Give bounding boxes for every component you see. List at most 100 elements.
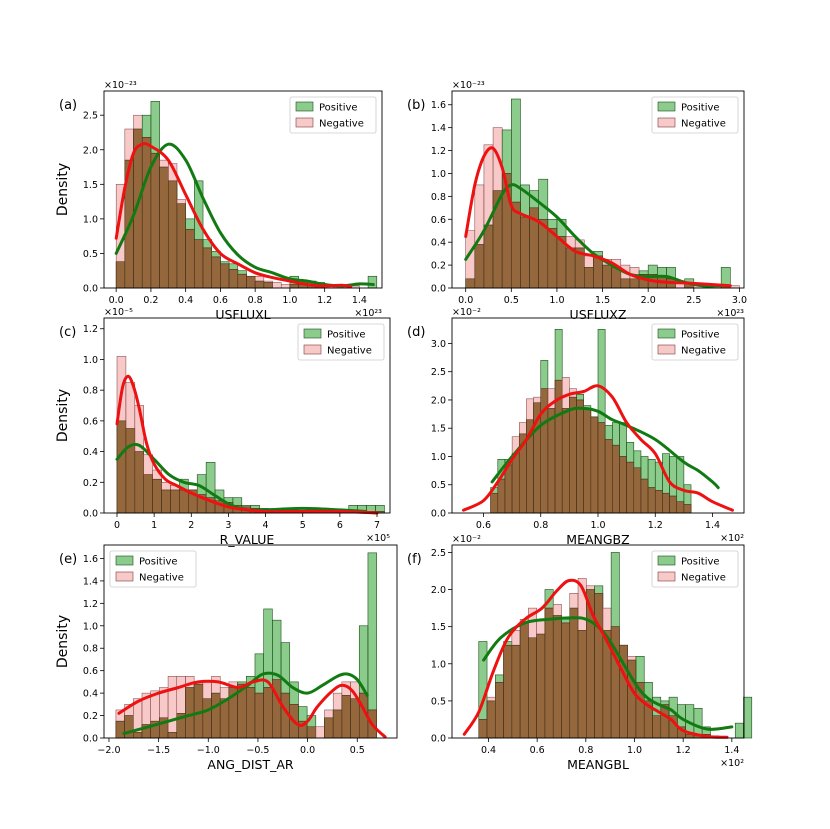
bar-overlap [569,607,579,739]
bar-positive [734,722,744,739]
x-tick-label: 0.8 [578,745,593,756]
bar-overlap [133,732,143,739]
x-tick-label: 1.0 [282,295,297,306]
y-tick-label: 0.2 [83,711,98,722]
x-tick-label: 0.5 [504,295,519,306]
bar-overlap [629,278,640,289]
y-tick-label: 0.8 [431,192,446,203]
y-tick-label: 0.4 [83,447,98,458]
x-tick-label: 1.5 [595,295,610,306]
y-tick-label: 0.0 [431,509,446,520]
bar-overlap [584,267,594,289]
x-exponent: ×10² [720,758,744,769]
bar-overlap [561,622,571,739]
bar-overlap [669,495,677,514]
y-tick-label: 1.0 [431,169,446,180]
bar-overlap [141,137,152,289]
bar-overlap [511,453,520,514]
bar-overlap [626,461,635,514]
y-tick-label: 1.2 [83,599,98,610]
panel-5: 0.4 0.6 0.8 1.0 1.2 1.4 0.0 0.5 1.0 1.5 2.0 2.5 MEAN… [407,534,753,772]
x-axis-label: MEANGBZ [566,532,629,547]
y-tick-label: 1.0 [431,659,446,670]
x-tick-label: 2.5 [686,295,701,306]
bar-negative [280,284,291,289]
bar-overlap [125,428,136,514]
y-exponent: ×10⁻²³ [104,80,137,91]
y-tick-label: 1.0 [431,452,446,463]
y-tick-label: 1.6 [431,100,446,111]
bar-overlap [583,408,592,514]
x-exponent: ×10²³ [354,308,382,319]
bar-overlap [528,637,537,739]
x-tick-label: 1.4 [705,520,720,531]
y-tick-label: 1.5 [431,622,446,633]
y-tick-label: 1.4 [431,123,446,134]
y-tick-label: 0.0 [431,734,446,745]
panel-label: (f) [407,552,422,567]
bar-overlap [662,492,670,514]
bar-negative [272,282,282,289]
bar-overlap [683,504,692,514]
x-tick-label: 1.0 [627,745,642,756]
legend-negative-swatch [657,344,676,355]
x-tick-label: 0.8 [533,520,548,531]
x-tick-label: 1.2 [648,520,663,531]
x-exponent: ×10² [720,533,744,544]
bar-overlap [219,698,230,739]
legend-negative-swatch [657,117,676,128]
x-axis-label: R_VALUE [220,532,275,547]
bar-overlap [179,489,189,514]
x-tick-label: 1 [151,520,157,531]
bar-overlap [576,399,584,514]
y-tick-label: 2.0 [83,145,98,156]
bar-overlap [511,201,521,289]
y-tick-label: 0.2 [431,261,446,272]
bar-overlap [237,273,247,289]
bar-overlap [547,408,556,514]
bar-overlap [211,256,221,289]
bar-overlap [590,416,599,514]
bar-positive [367,275,378,289]
x-tick-label: 1.0 [549,295,564,306]
bar-negative [167,676,178,739]
legend-negative-swatch [295,117,314,128]
panel-1: 0.0 0.5 1.0 1.5 2.0 2.5 3.0 0.0 0.2 0.4 0.6 0.8 1.0 1… [407,80,747,322]
x-tick-label: 6 [337,520,343,531]
bar-overlap [552,615,562,739]
y-axis-label: Density [55,163,71,216]
bar-overlap [115,720,125,739]
bar-overlap [159,166,169,289]
panel-2: 0 1 2 3 4 5 6 7 0.0 0.2 0.4 0.6 0.8 1.0 1.2 R_VALUE Dens… [55,307,391,547]
y-tick-label: 0.8 [83,644,98,655]
x-tick-label: 0.6 [213,295,228,306]
bar-overlap [483,224,494,289]
bar-overlap [152,478,162,514]
x-tick-label: 3 [225,520,231,531]
legend-positive-swatch [115,555,134,566]
bar-overlap [640,478,649,514]
bar-overlap [332,709,343,739]
legend-negative-label: Negative [681,573,726,584]
x-tick-label: 0.6 [530,745,545,756]
bar-overlap [116,420,127,514]
bar-overlap [612,444,620,514]
bar-overlap [633,467,642,514]
axes-frame [103,90,383,289]
legend-negative-label: Negative [681,346,726,357]
x-tick-label: 0.4 [178,295,193,306]
bar-overlap [228,269,239,289]
x-tick-label: −1.0 [197,745,220,756]
y-tick-label: 1.0 [83,355,98,366]
y-tick-label: 1.2 [83,324,98,335]
kde-negative-line [117,678,387,739]
x-axis-label: MEANGBL [567,757,629,772]
x-axis-label: USFLUXL [215,307,270,322]
bar-overlap [176,203,186,289]
panel-label: (b) [407,98,425,113]
x-tick-label: 0.0 [109,295,124,306]
y-exponent: ×10⁻²³ [452,80,485,91]
axes-frame [451,90,745,289]
y-tick-label: 2.0 [431,395,446,406]
x-tick-label: −2.0 [97,745,120,756]
